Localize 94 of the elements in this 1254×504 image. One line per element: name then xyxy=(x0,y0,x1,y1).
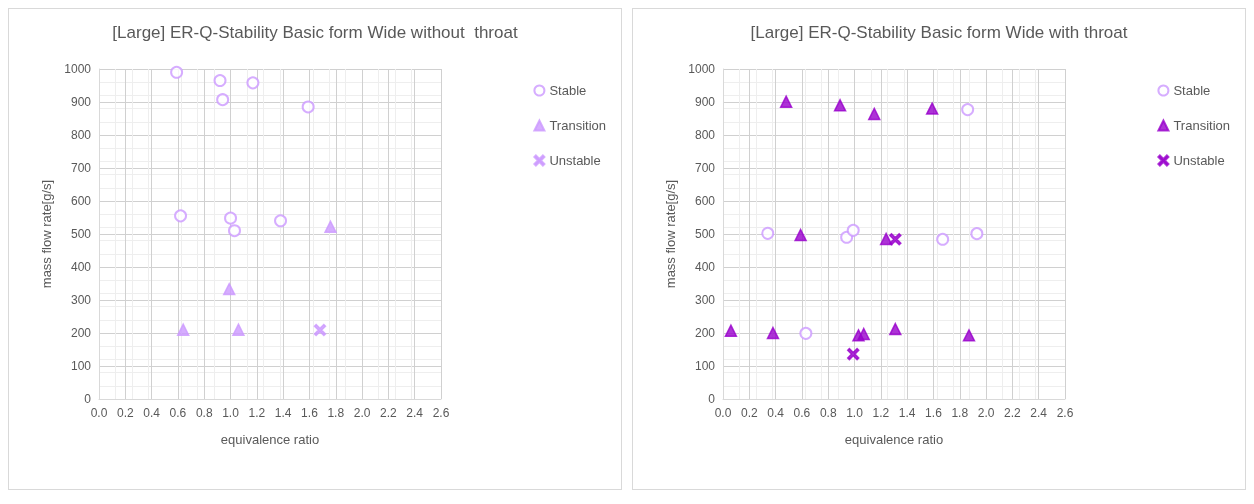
y-tick-label: 700 xyxy=(694,161,716,175)
point xyxy=(216,93,230,107)
y-tick-label: 0 xyxy=(84,392,92,406)
x-tick-label: 1.6 xyxy=(301,406,319,420)
point xyxy=(868,107,881,121)
point xyxy=(889,233,902,246)
x-tick-label: 1.0 xyxy=(846,406,864,420)
x-tick-label: 1.4 xyxy=(274,406,292,420)
x-tick-label: 2.6 xyxy=(432,406,450,420)
point xyxy=(857,327,870,341)
x-tick-label: 2.2 xyxy=(380,406,398,420)
chart-title: [Large] ER-Q-Stability Basic form Wide with throat xyxy=(750,23,1128,42)
point xyxy=(799,326,813,340)
x-tick-label: 2.2 xyxy=(1004,406,1022,420)
x-tick-label: 1.8 xyxy=(951,406,969,420)
y-tick-label: 800 xyxy=(70,128,92,142)
x-tick-label: 0.2 xyxy=(740,406,758,420)
legend-label: Unstable xyxy=(549,153,601,168)
x-tick-label: 2.0 xyxy=(977,406,995,420)
point xyxy=(313,323,327,337)
y-tick-label: 300 xyxy=(70,293,92,307)
point xyxy=(889,322,902,336)
y-tick-label: 200 xyxy=(694,326,716,340)
point xyxy=(961,103,975,117)
y-tick-label: 100 xyxy=(70,359,92,373)
x-tick-label: 0.4 xyxy=(767,406,785,420)
x-axis-title: equivalence ratio xyxy=(844,432,944,447)
point xyxy=(761,226,775,240)
y-tick-label: 500 xyxy=(694,227,716,241)
y-tick-label: 600 xyxy=(694,194,716,208)
point xyxy=(846,223,860,237)
x-tick-label: 0.6 xyxy=(169,406,187,420)
x-tick-label: 0.0 xyxy=(714,406,732,420)
point xyxy=(274,214,288,228)
y-tick-label: 1000 xyxy=(64,62,92,76)
point xyxy=(246,76,260,90)
x-tick-label: 2.6 xyxy=(1056,406,1074,420)
legend-label: Transition xyxy=(549,118,607,133)
x-tick-label: 1.8 xyxy=(327,406,345,420)
y-tick-label: 400 xyxy=(694,260,716,274)
y-axis-title: mass flow rate[g/s] xyxy=(663,179,678,289)
point xyxy=(970,227,984,241)
point xyxy=(324,220,337,233)
y-tick-label: 100 xyxy=(694,359,716,373)
x-tick-label: 0.2 xyxy=(116,406,134,420)
x-tick-label: 0.6 xyxy=(793,406,811,420)
point xyxy=(779,95,793,108)
legend-label: Unstable xyxy=(1173,153,1225,168)
x-axis-title: equivalence ratio xyxy=(220,432,320,447)
y-tick-label: 200 xyxy=(70,326,92,340)
x-tick-label: 2.4 xyxy=(1030,406,1048,420)
legend-label: Stable xyxy=(549,83,587,98)
y-tick-label: 400 xyxy=(70,260,92,274)
y-axis-title: mass flow rate[g/s] xyxy=(39,179,54,289)
point xyxy=(936,232,950,246)
x-tick-label: 0.4 xyxy=(143,406,161,420)
point xyxy=(925,102,939,115)
point xyxy=(170,65,184,79)
y-tick-label: 700 xyxy=(70,161,92,175)
x-tick-label: 1.2 xyxy=(248,406,266,420)
y-tick-label: 1000 xyxy=(688,62,716,76)
y-tick-label: 500 xyxy=(70,227,92,241)
x-tick-label: 0.8 xyxy=(195,406,213,420)
x-tick-label: 1.6 xyxy=(925,406,943,420)
point xyxy=(301,100,315,114)
x-tick-label: 1.4 xyxy=(898,406,916,420)
x-tick-label: 1.2 xyxy=(872,406,890,420)
point xyxy=(232,323,245,336)
x-tick-label: 0.8 xyxy=(819,406,837,420)
point xyxy=(176,323,190,336)
point xyxy=(228,224,241,238)
y-tick-label: 800 xyxy=(694,128,716,142)
x-tick-label: 0.0 xyxy=(90,406,108,420)
point xyxy=(174,209,188,223)
point xyxy=(222,282,236,296)
y-tick-label: 900 xyxy=(70,95,92,109)
y-tick-label: 300 xyxy=(694,293,716,307)
legend-label: Stable xyxy=(1173,83,1211,98)
chart-title: [Large] ER-Q-Stability Basic form Wide without throat xyxy=(112,23,518,42)
y-tick-label: 0 xyxy=(708,392,716,406)
point xyxy=(846,347,860,361)
point xyxy=(833,99,847,112)
y-tick-label: 600 xyxy=(70,194,92,208)
x-tick-label: 2.4 xyxy=(406,406,424,420)
point xyxy=(724,324,738,337)
x-tick-label: 1.0 xyxy=(222,406,240,420)
y-tick-label: 900 xyxy=(694,95,716,109)
point xyxy=(766,326,780,340)
point xyxy=(962,329,976,342)
legend-label: Transition xyxy=(1173,118,1231,133)
point xyxy=(224,211,238,225)
point xyxy=(213,74,227,88)
point xyxy=(794,228,807,242)
x-tick-label: 2.0 xyxy=(353,406,371,420)
